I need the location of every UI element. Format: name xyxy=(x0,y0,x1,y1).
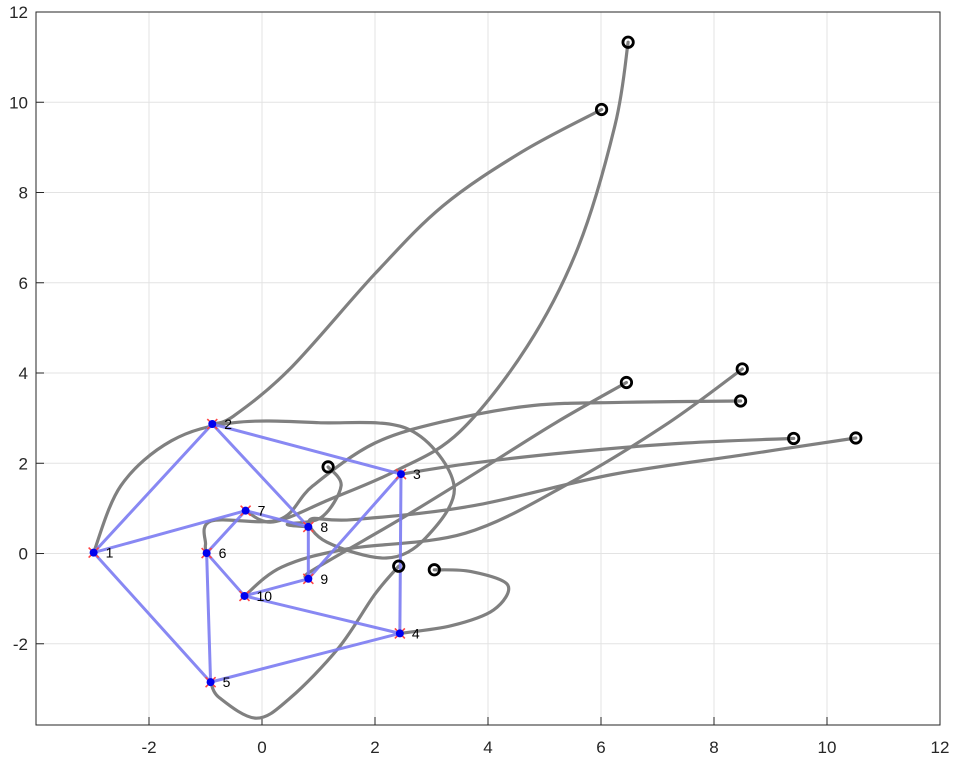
plot-frame xyxy=(35,11,941,726)
y-tick-label: 4 xyxy=(19,364,28,383)
start-marker xyxy=(849,431,863,445)
x-tick-label: 10 xyxy=(818,738,837,757)
start-marker xyxy=(733,394,748,408)
node-label: 4 xyxy=(412,625,420,641)
node-label: 6 xyxy=(219,545,227,561)
start-marker xyxy=(321,460,335,474)
node-dot xyxy=(396,470,405,479)
graph-edge xyxy=(92,422,214,555)
graph-node xyxy=(201,547,213,559)
graph-edges xyxy=(92,422,403,684)
trajectory-path xyxy=(242,367,744,598)
x-tick-label: 2 xyxy=(370,738,379,757)
node-dot xyxy=(202,549,211,558)
start-marker xyxy=(594,102,609,117)
node-dot xyxy=(304,574,313,583)
start-marker xyxy=(787,431,801,446)
node-dot xyxy=(240,591,249,600)
graph-edge xyxy=(205,551,246,598)
node-labels: 1 2 3 4 5 6 7 8 9 10 xyxy=(106,416,421,690)
x-tick-label: 8 xyxy=(709,738,718,757)
graph-edge xyxy=(92,509,248,555)
start-marker xyxy=(621,35,635,49)
trajectory-path xyxy=(210,107,604,426)
graph-node xyxy=(394,627,406,639)
node-dot xyxy=(206,678,215,687)
graph-edge xyxy=(209,631,402,684)
node-label: 2 xyxy=(224,416,232,432)
graph-node xyxy=(205,676,217,688)
x-tick-label: 0 xyxy=(257,738,266,757)
x-tick-label: 12 xyxy=(931,738,950,757)
node-dot xyxy=(304,522,313,531)
node-dot xyxy=(89,548,98,557)
graph-edge xyxy=(242,594,402,635)
graph-node xyxy=(395,468,407,480)
y-tick-label: 8 xyxy=(19,184,28,203)
y-tick-label: 0 xyxy=(19,545,28,564)
node-dot xyxy=(241,506,250,515)
graph-edge xyxy=(210,422,310,529)
y-tick-label: 6 xyxy=(19,274,28,293)
y-tick-label: 12 xyxy=(9,3,28,22)
x-tick-label: -2 xyxy=(141,738,156,757)
graph-nodes xyxy=(88,418,407,688)
x-tick-label: 6 xyxy=(596,738,605,757)
node-label: 9 xyxy=(320,571,328,587)
node-label: 3 xyxy=(413,466,421,482)
graph-node xyxy=(206,418,218,430)
node-dot xyxy=(208,420,217,429)
start-marker xyxy=(427,563,441,577)
trajectory-path xyxy=(209,564,401,720)
graph-edge xyxy=(210,422,403,476)
start-marker xyxy=(735,362,749,376)
y-tick-label: 2 xyxy=(19,454,28,473)
node-dot xyxy=(395,629,404,638)
node-label: 1 xyxy=(106,545,114,561)
trajectory-path xyxy=(244,40,630,524)
graph-edge xyxy=(205,551,213,684)
trajectory-path xyxy=(398,568,511,635)
trajectory-path xyxy=(399,436,796,476)
y-tick-label: -2 xyxy=(13,635,28,654)
x-tick-label: 4 xyxy=(483,738,492,757)
trajectory-path xyxy=(202,399,743,555)
node-label: 7 xyxy=(258,503,266,519)
start-marker xyxy=(619,375,634,390)
graph-node xyxy=(238,590,251,602)
node-label: 10 xyxy=(256,588,272,604)
graph-edge xyxy=(244,509,310,529)
graph-edge xyxy=(92,551,213,684)
graph-edge xyxy=(242,577,310,598)
graph-node xyxy=(240,505,252,517)
graph-node xyxy=(88,547,100,559)
graph-node xyxy=(302,573,314,585)
start-marker xyxy=(392,559,406,573)
graph-edge xyxy=(205,509,248,555)
node-label: 5 xyxy=(223,674,231,690)
start-markers xyxy=(321,35,863,577)
graph-node xyxy=(302,521,314,533)
y-tick-label: 10 xyxy=(9,93,28,112)
graph-edge xyxy=(398,472,403,635)
node-label: 8 xyxy=(320,519,328,535)
graph-edge xyxy=(306,472,403,581)
